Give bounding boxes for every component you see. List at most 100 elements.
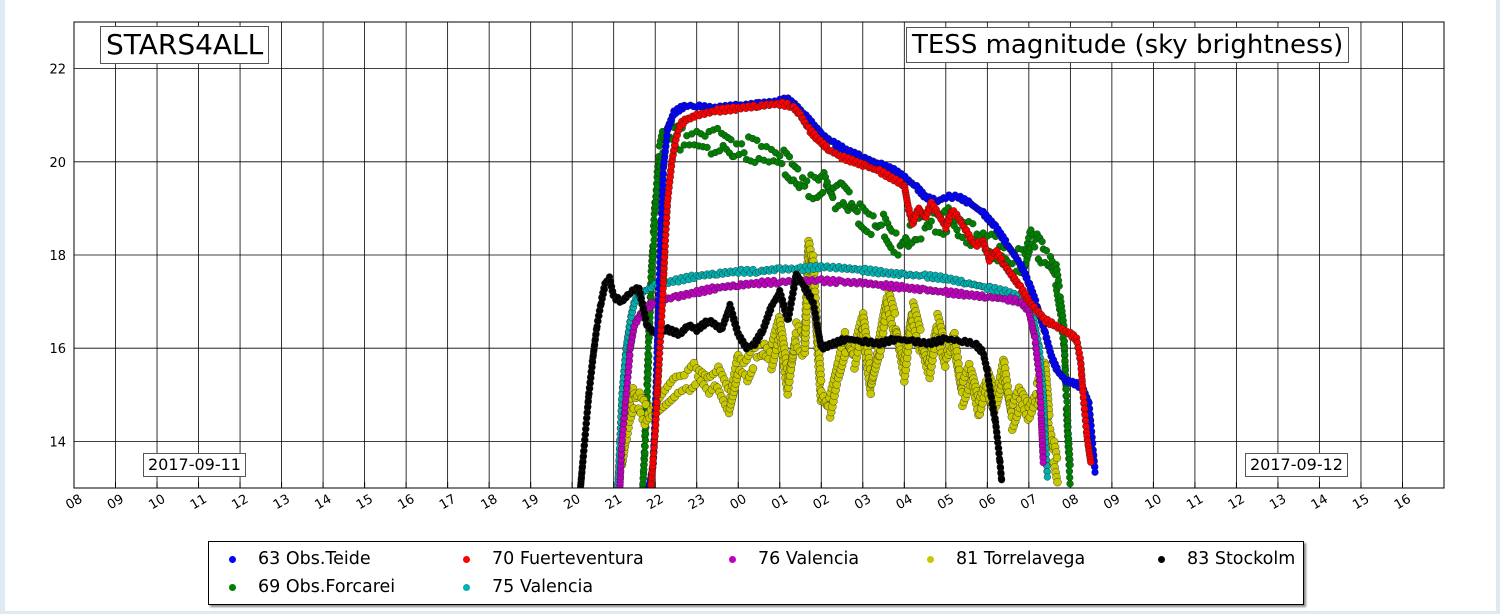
data-point	[715, 147, 724, 155]
data-point	[785, 153, 794, 161]
data-point	[642, 314, 650, 322]
y-tick-label: 14	[49, 435, 66, 450]
legend-item-63-obs-teide[interactable]: 63 Obs.Teide	[229, 549, 371, 569]
data-point	[953, 226, 961, 234]
legend-marker	[729, 555, 736, 563]
data-point	[894, 251, 902, 259]
date-label-start: 2017-09-11	[143, 453, 246, 477]
data-point	[1063, 391, 1071, 400]
x-tick-label: 02	[811, 492, 833, 513]
data-point	[1055, 282, 1063, 290]
chart-legend: 63 Obs.Teide 70 Fuerteventura 76 Valenci…	[208, 541, 1304, 605]
legend-item-69-obs-forcarei[interactable]: 69 Obs.Forcarei	[229, 577, 395, 597]
y-tick-label: 20	[49, 156, 66, 171]
legend-item-70-fuerteventura[interactable]: 70 Fuerteventura	[463, 549, 644, 569]
data-point	[890, 309, 900, 318]
chart-subtitle: TESS magnitude (sky brightness)	[906, 27, 1350, 63]
data-point	[642, 430, 650, 438]
legend-marker	[1158, 555, 1165, 563]
data-point	[778, 160, 786, 168]
x-tick-label: 14	[1309, 492, 1331, 513]
data-point	[727, 136, 735, 144]
legend-label: 63 Obs.Teide	[258, 549, 371, 569]
x-tick-label: 00	[728, 492, 750, 513]
data-point	[845, 188, 853, 196]
legend-label: 70 Fuerteventura	[492, 549, 644, 569]
data-point	[1062, 385, 1071, 393]
data-point	[877, 221, 886, 229]
data-point	[653, 398, 661, 406]
data-point	[1064, 423, 1072, 431]
x-tick-label: 20	[562, 492, 584, 513]
x-tick-label: 04	[894, 492, 916, 513]
data-point	[626, 351, 634, 360]
legend-label: 76 Valencia	[758, 549, 860, 569]
x-tick-label: 14	[312, 492, 334, 513]
data-point	[794, 165, 802, 173]
x-tick-label: 10	[146, 492, 168, 513]
legend-item-76-valencia[interactable]: 76 Valencia	[729, 549, 859, 569]
legend-label: 75 Valencia	[492, 577, 594, 597]
window-edge-bottom	[0, 611, 1500, 614]
x-tick-label: 09	[105, 492, 127, 513]
data-point	[641, 400, 651, 409]
data-point	[651, 219, 659, 227]
data-point	[641, 442, 649, 451]
data-point	[1063, 410, 1072, 418]
data-point	[819, 189, 827, 197]
data-point	[1008, 260, 1016, 268]
data-point	[641, 436, 650, 444]
x-tick-label: 16	[395, 492, 417, 513]
data-point	[1042, 246, 1051, 255]
data-point	[916, 325, 925, 334]
legend-item-83-stockolm[interactable]: 83 Stockolm	[1158, 549, 1295, 569]
data-point	[892, 229, 900, 237]
x-tick-label: 03	[852, 492, 874, 513]
data-point	[1031, 243, 1039, 251]
x-tick-label: 19	[520, 492, 542, 513]
data-point	[713, 124, 722, 133]
data-point	[1038, 238, 1046, 246]
y-tick-label: 22	[49, 63, 66, 78]
data-point	[1087, 458, 1095, 466]
y-tick-label: 16	[49, 342, 66, 357]
data-point	[969, 220, 977, 228]
data-point	[600, 285, 608, 294]
data-point	[641, 449, 649, 457]
data-point	[648, 269, 656, 277]
data-point	[701, 132, 709, 140]
x-tick-label: 11	[1184, 492, 1206, 513]
data-point	[1053, 477, 1062, 487]
data-point	[1043, 473, 1051, 481]
data-point	[740, 149, 748, 157]
data-point	[1052, 453, 1062, 463]
data-point	[1091, 468, 1099, 476]
data-point	[941, 362, 950, 371]
legend-marker	[463, 583, 470, 591]
x-tick-label: 22	[645, 492, 667, 513]
x-tick-label: 01	[769, 492, 791, 513]
x-tick-label: 08	[1060, 492, 1082, 513]
x-tick-label: 09	[1101, 492, 1123, 513]
data-point	[644, 364, 652, 372]
data-point	[648, 262, 656, 271]
data-point	[816, 376, 826, 385]
legend-item-81-torrelavega[interactable]: 81 Torrelavega	[927, 549, 1085, 569]
data-point	[917, 235, 925, 243]
legend-item-75-valencia[interactable]: 75 Valencia	[463, 577, 593, 597]
data-point	[927, 217, 935, 225]
data-point	[1063, 397, 1071, 406]
x-tick-label: 06	[977, 492, 999, 513]
x-tick-label: 05	[935, 492, 957, 513]
data-point	[644, 358, 653, 366]
legend-label: 81 Torrelavega	[956, 549, 1086, 569]
x-tick-label: 13	[271, 492, 293, 513]
data-point	[1039, 458, 1047, 467]
legend-marker	[463, 555, 470, 563]
x-tick-label: 12	[229, 492, 251, 513]
data-point	[812, 314, 820, 322]
data-point	[1060, 344, 1069, 352]
data-point	[776, 152, 784, 160]
x-tick-label: 10	[1143, 492, 1165, 513]
